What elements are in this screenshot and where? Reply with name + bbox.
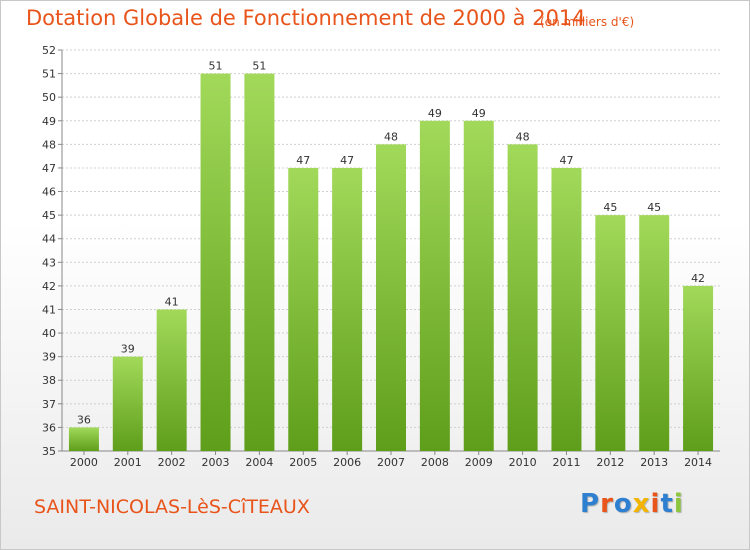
x-tick-label: 2005	[289, 456, 317, 469]
data-label: 48	[516, 130, 530, 143]
x-tick-label: 2003	[202, 456, 230, 469]
bar-2005[interactable]	[288, 167, 319, 452]
bar-2014[interactable]	[683, 285, 714, 451]
x-tick-label: 2004	[245, 456, 273, 469]
y-tick-label: 45	[42, 209, 56, 222]
bar-2000[interactable]	[68, 427, 99, 451]
y-tick-label: 39	[42, 351, 56, 364]
y-tick-label: 41	[42, 303, 56, 316]
y-tick-label: 46	[42, 186, 56, 199]
y-tick-label: 51	[42, 68, 56, 81]
y-tick-label: 43	[42, 256, 56, 269]
y-tick-label: 47	[42, 162, 56, 175]
data-label: 49	[472, 107, 486, 120]
x-tick-label: 2010	[509, 456, 537, 469]
bar-2008[interactable]	[419, 120, 450, 451]
bar-2010[interactable]	[507, 144, 538, 451]
logo-letter: i	[650, 489, 661, 519]
x-tick-label: 2002	[158, 456, 186, 469]
bar-2011[interactable]	[551, 167, 582, 452]
logo-letter: i	[673, 489, 684, 519]
logo-letter: P	[580, 489, 601, 519]
x-tick-label: 2006	[333, 456, 361, 469]
logo-letter: o	[613, 489, 633, 519]
bars	[68, 73, 714, 452]
data-label: 47	[340, 154, 354, 167]
y-tick-label: 40	[42, 327, 56, 340]
bar-2003[interactable]	[200, 73, 231, 452]
y-tick-label: 44	[42, 233, 56, 246]
x-tick-label: 2011	[552, 456, 580, 469]
y-tick-label: 50	[42, 91, 56, 104]
x-tick-label: 2012	[596, 456, 624, 469]
data-label: 49	[428, 107, 442, 120]
data-label: 41	[165, 295, 179, 308]
data-labels: 36 39 41 51 51 47 47 48 49 49 48 47 45 45 42	[77, 60, 705, 427]
data-label: 51	[252, 60, 266, 73]
y-tick-label: 38	[42, 374, 56, 387]
logo-letter: x	[632, 489, 651, 519]
data-label: 39	[121, 343, 135, 356]
proxiti-logo[interactable]: Proxiti	[580, 489, 684, 519]
data-label: 51	[209, 60, 223, 73]
x-tick-label: 2000	[70, 456, 98, 469]
data-label: 36	[77, 413, 91, 426]
y-tick-label: 52	[42, 44, 56, 57]
logo-letter: r	[600, 489, 614, 519]
x-tick-label: 2001	[114, 456, 142, 469]
x-tick-label: 2014	[684, 456, 712, 469]
x-axis-ticks: 2000 2001 2002 2003 2004 2005 2006 2007 2008 2009…	[70, 451, 712, 469]
chart-title: Dotation Globale de Fonctionnement de 20…	[26, 6, 586, 30]
data-label: 47	[559, 154, 573, 167]
logo-letter: t	[660, 489, 674, 519]
data-label: 45	[647, 201, 661, 214]
x-tick-label: 2013	[640, 456, 668, 469]
data-label: 48	[384, 130, 398, 143]
y-tick-label: 48	[42, 138, 56, 151]
bar-2004[interactable]	[244, 73, 275, 452]
y-tick-label: 49	[42, 115, 56, 128]
bar-2009[interactable]	[463, 120, 494, 451]
bar-2007[interactable]	[376, 144, 406, 451]
x-tick-label: 2008	[421, 456, 449, 469]
y-tick-label: 36	[42, 421, 56, 434]
y-tick-label: 35	[42, 445, 56, 458]
data-label: 45	[603, 201, 617, 214]
x-tick-label: 2007	[377, 456, 405, 469]
bar-2001[interactable]	[112, 356, 143, 451]
bar-2012[interactable]	[595, 215, 626, 451]
bar-2002[interactable]	[156, 309, 187, 451]
x-tick-label: 2009	[465, 456, 493, 469]
commune-name: SAINT-NICOLAS-LèS-CîTEAUX	[34, 496, 310, 518]
chart-subtitle: (en milliers d'€)	[540, 15, 635, 29]
y-tick-label: 42	[42, 280, 56, 293]
bar-2013[interactable]	[639, 215, 670, 451]
bar-2006[interactable]	[332, 167, 363, 452]
data-label: 42	[691, 272, 705, 285]
data-label: 47	[296, 154, 310, 167]
y-tick-label: 37	[42, 398, 56, 411]
